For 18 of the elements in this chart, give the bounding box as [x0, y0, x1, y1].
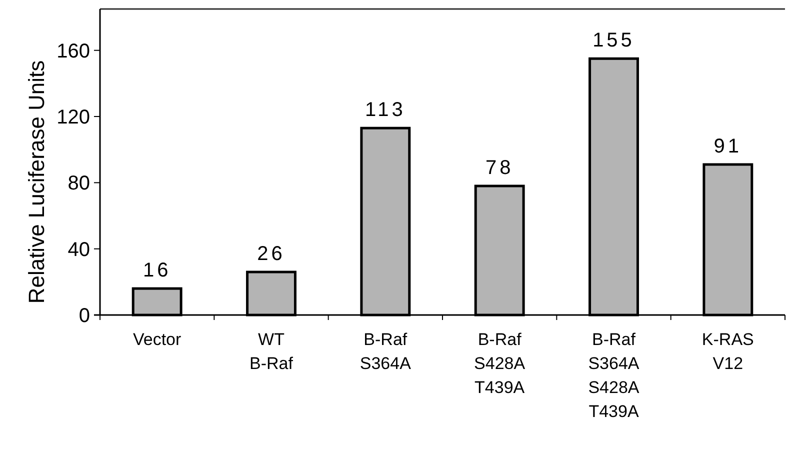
data-label: 91 [714, 135, 742, 158]
x-tick-label: K-RAS V12 [702, 330, 754, 373]
y-tick-label: 80 [68, 172, 90, 195]
data-label: 113 [364, 99, 406, 122]
x-tick-label: B-Raf S364A S428A T439A [588, 330, 640, 421]
x-tick-label: WT B-Raf [250, 330, 294, 373]
y-tick-label: 40 [68, 238, 90, 261]
x-tick-label: B-Raf S364A [360, 330, 412, 373]
data-label: 78 [485, 156, 514, 179]
y-tick-label: 0 [78, 305, 90, 327]
y-tick-label: 160 [56, 40, 90, 62]
y-axis-title: Relative Luciferase Units [24, 60, 49, 304]
x-tick-label: Vector [132, 330, 182, 349]
data-label: 26 [257, 242, 286, 265]
y-tick-label: 120 [56, 106, 90, 129]
x-tick-label: B-Raf S428A T439A [474, 330, 526, 397]
data-label: 155 [592, 30, 635, 52]
data-label: 16 [142, 260, 172, 282]
